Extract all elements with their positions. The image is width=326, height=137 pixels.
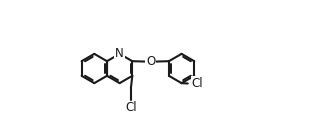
Text: Cl: Cl [125,101,137,114]
Text: Cl: Cl [192,77,203,90]
Text: N: N [115,47,124,60]
Text: O: O [146,55,155,68]
